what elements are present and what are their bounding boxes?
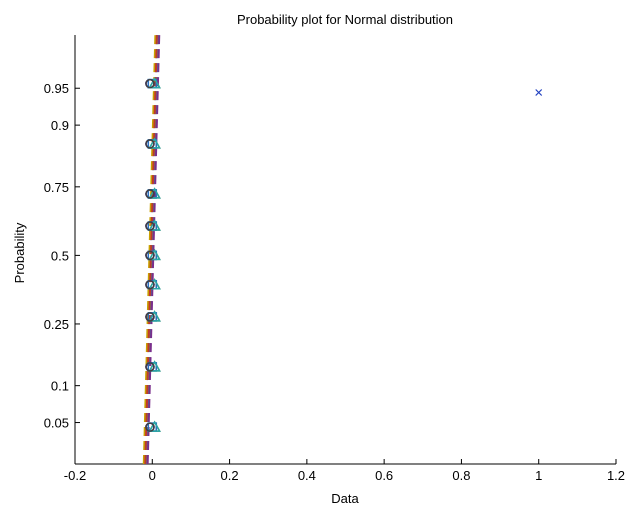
y-tick-label: 0.1 [51, 379, 69, 394]
outlier-point [535, 89, 543, 96]
y-tick-label: 0.9 [51, 118, 69, 133]
reference-line [142, 34, 157, 465]
x-tick-label: 0.4 [298, 468, 316, 483]
plot-area: -0.2 0 0.2 0.4 0.6 0.8 1 1.2 0.05 0.1 0.25 0.5 0.75 0… [44, 34, 625, 483]
y-tick-label: 0.25 [44, 317, 69, 332]
data-point [148, 248, 161, 261]
data-point [145, 78, 155, 89]
data-point [145, 221, 155, 231]
x-tick-label: 0.6 [375, 468, 393, 483]
data-point [148, 420, 161, 432]
y-tick-label: 0.95 [44, 81, 69, 96]
y-tick-label: 0.75 [44, 180, 69, 195]
y-tick-label: 0.5 [51, 248, 69, 263]
x-tick-label: 0.2 [221, 468, 239, 483]
data-point [145, 139, 155, 149]
chart-title: Probability plot for Normal distribution [237, 12, 453, 27]
data-point [145, 189, 155, 199]
data-point [145, 362, 155, 372]
data-point [145, 250, 155, 261]
outlier-mark-stroke [535, 89, 543, 96]
data-point [148, 77, 161, 89]
data-point [148, 310, 161, 322]
data-point [148, 278, 161, 290]
x-tick-label: 0 [149, 468, 156, 483]
data-point [148, 219, 161, 231]
y-tick-label: 0.05 [44, 416, 69, 431]
x-tick-label: 1.2 [607, 468, 625, 483]
data-point [148, 187, 161, 199]
x-tick-label: 1 [535, 468, 542, 483]
x-tick-label: 0.8 [452, 468, 470, 483]
data-point [145, 312, 155, 322]
data-point [145, 422, 155, 432]
y-axis-title: Probability [12, 222, 27, 283]
reference-line [146, 34, 161, 465]
data-point [148, 137, 161, 149]
x-tick-label: -0.2 [64, 468, 86, 483]
reference-line [145, 34, 160, 465]
data-point [148, 360, 161, 372]
data-point [145, 279, 155, 290]
x-axis-title: Data [331, 491, 359, 506]
reference-line [144, 34, 158, 465]
